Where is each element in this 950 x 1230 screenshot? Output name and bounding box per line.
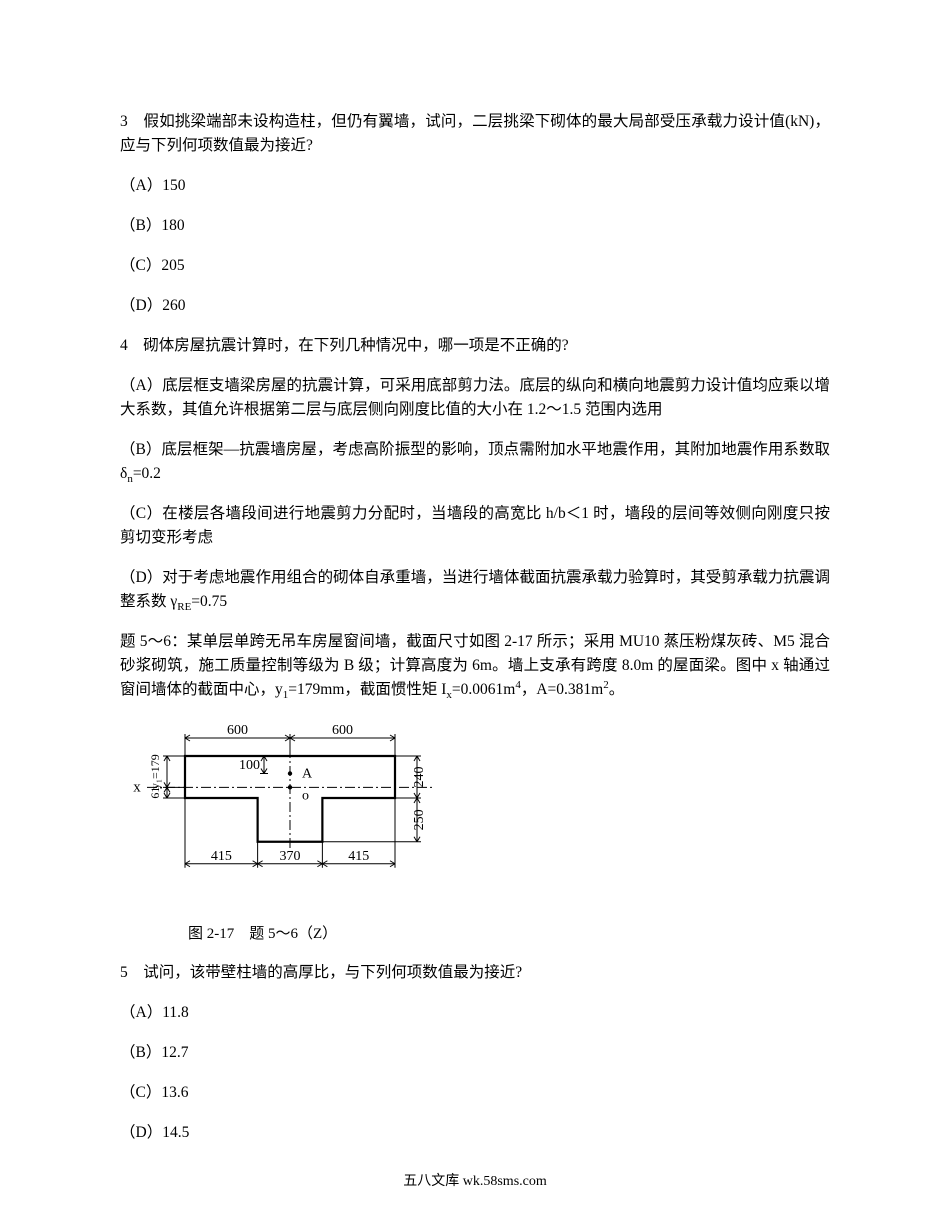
svg-text:415: 415: [348, 849, 369, 864]
figure-caption: 图 2-17 题 5～6（Z）: [188, 923, 830, 946]
q56-mid: =179mm，截面惯性矩 I: [288, 681, 446, 698]
svg-text:240: 240: [412, 767, 427, 788]
q56-intro: 题 5～6：某单层单跨无吊车房屋窗间墙，截面尺寸如图 2-17 所示；采用 MU…: [120, 630, 830, 702]
q4-option-b: （B）底层框架―抗震墙房屋，考虑高阶振型的影响，顶点需附加水平地震作用，其附加地…: [120, 438, 830, 486]
q3-option-c: （C）205: [120, 254, 830, 278]
figure-2-17: x Ao 600 600 100 240 250 y₁=17961 415 370 415 图 2-…: [120, 718, 830, 946]
q5-option-b: （B）12.7: [120, 1041, 830, 1065]
svg-text:370: 370: [280, 849, 301, 864]
svg-text:A: A: [302, 767, 313, 782]
q4-b-post: =0.2: [133, 465, 161, 482]
q3-option-b: （B）180: [120, 214, 830, 238]
q56-mid2: =0.0061m: [452, 681, 515, 698]
svg-text:o: o: [302, 789, 309, 804]
q5-option-d: （D）14.5: [120, 1121, 830, 1145]
q4-d-sub: RE: [177, 601, 191, 613]
svg-text:600: 600: [227, 723, 248, 738]
figure-svg: x Ao 600 600 100 240 250 y₁=17961 415 370 415: [120, 718, 450, 913]
q5-stem: 5 试问，该带壁柱墙的高厚比，与下列何项数值最为接近?: [120, 961, 830, 985]
q56-end: 。: [609, 681, 625, 698]
svg-text:x: x: [133, 780, 141, 796]
q56-mid3: ，A=0.381m: [521, 681, 603, 698]
svg-text:250: 250: [412, 810, 427, 831]
svg-text:y₁=179: y₁=179: [148, 754, 162, 789]
page-footer: 五八文库 wk.58sms.com: [120, 1171, 830, 1193]
q4-b-pre: （B）底层框架―抗震墙房屋，考虑高阶振型的影响，顶点需附加水平地震作用，其附加地…: [120, 441, 830, 482]
svg-text:100: 100: [239, 758, 260, 773]
q3-option-a: （A）150: [120, 174, 830, 198]
q4-option-a: （A）底层框支墙梁房屋的抗震计算，可采用底部剪力法。底层的纵向和横向地震剪力设计…: [120, 374, 830, 422]
q3-stem: 3 假如挑梁端部未设构造柱，但仍有翼墙，试问，二层挑梁下砌体的最大局部受压承载力…: [120, 110, 830, 158]
svg-text:61: 61: [148, 787, 162, 799]
q5-option-a: （A）11.8: [120, 1001, 830, 1025]
svg-text:415: 415: [211, 849, 232, 864]
q5-option-c: （C）13.6: [120, 1081, 830, 1105]
svg-text:600: 600: [332, 723, 353, 738]
q4-option-c: （C）在楼层各墙段间进行地震剪力分配时，当墙段的高宽比 h/b＜1 时，墙段的层…: [120, 502, 830, 550]
q4-d-post: =0.75: [191, 593, 227, 610]
q4-option-d: （D）对于考虑地震作用组合的砌体自承重墙，当进行墙体截面抗震承载力验算时，其受剪…: [120, 566, 830, 614]
q3-option-d: （D）260: [120, 294, 830, 318]
q4-stem: 4 砌体房屋抗震计算时，在下列几种情况中，哪一项是不正确的?: [120, 334, 830, 358]
